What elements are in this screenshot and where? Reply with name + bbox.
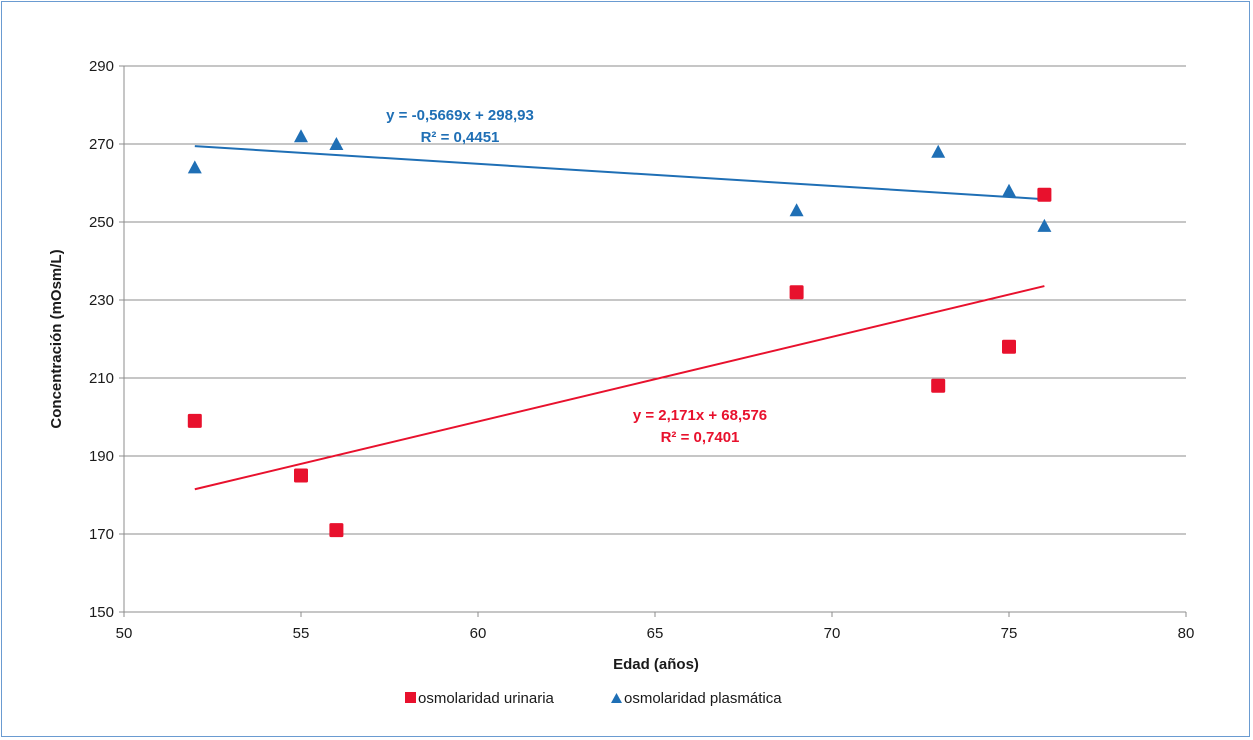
point-plasmatica-5 [1002, 183, 1016, 197]
x-tick-label-65: 65 [647, 625, 664, 642]
y-tick-label-170: 170 [89, 526, 114, 543]
y-tick-label-210: 210 [89, 370, 114, 387]
legend: osmolaridad urinaria osmolaridad plasmát… [405, 690, 782, 707]
trendlines [194, 145, 1045, 491]
x-tick-label-75: 75 [1001, 625, 1018, 642]
y-tick-label-150: 150 [89, 604, 114, 621]
y-tick-labels: 150 170 190 210 230 250 270 290 [89, 58, 114, 621]
data-points [187, 129, 1052, 538]
gridlines [124, 65, 1186, 535]
y-axis-title: Concentración (mOsm/L) [48, 249, 65, 428]
trendline-r2-plasmatica: R² = 0,4451 [421, 129, 500, 146]
legend-label-urinaria: osmolaridad urinaria [418, 690, 555, 707]
legend-marker-urinaria [405, 692, 416, 703]
point-urinaria-0 [187, 413, 202, 428]
x-tick-label-55: 55 [293, 625, 310, 642]
point-plasmatica-6 [1037, 218, 1052, 232]
x-tick-label-80: 80 [1178, 625, 1195, 642]
x-tick-label-60: 60 [470, 625, 487, 642]
trendline-equation-urinaria: y = 2,171x + 68,576 [633, 407, 767, 424]
trendline-r2-urinaria: R² = 0,7401 [661, 429, 740, 446]
trendline-series-1 [194, 145, 1045, 201]
y-tick-label-290: 290 [89, 58, 114, 75]
y-tick-label-190: 190 [89, 448, 114, 465]
trendline-series-0 [194, 285, 1045, 491]
point-plasmatica-4 [931, 144, 946, 158]
axes [119, 65, 1187, 617]
point-urinaria-1 [294, 468, 308, 483]
point-urinaria-5 [1002, 339, 1016, 354]
point-urinaria-3 [789, 285, 804, 300]
x-tick-labels: 50 55 60 65 70 75 80 [116, 625, 1195, 642]
trendline-equation-plasmatica: y = -0,5669x + 298,93 [386, 107, 534, 124]
y-tick-label-250: 250 [89, 214, 114, 231]
y-tick-label-230: 230 [89, 292, 114, 309]
x-axis-title: Edad (años) [613, 656, 699, 673]
legend-marker-plasmatica [611, 693, 622, 703]
point-plasmatica-1 [294, 129, 308, 143]
point-plasmatica-3 [789, 203, 804, 217]
point-urinaria-4 [931, 378, 946, 393]
x-tick-label-50: 50 [116, 625, 133, 642]
x-tick-label-70: 70 [824, 625, 841, 642]
point-plasmatica-0 [187, 160, 202, 174]
y-tick-label-270: 270 [89, 136, 114, 153]
legend-label-plasmatica: osmolaridad plasmática [624, 690, 782, 707]
point-plasmatica-2 [329, 137, 344, 150]
point-urinaria-2 [329, 523, 344, 538]
point-urinaria-6 [1037, 187, 1052, 202]
